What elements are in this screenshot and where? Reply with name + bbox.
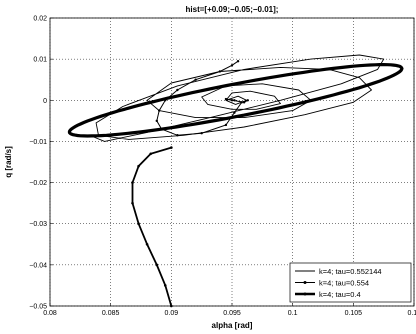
series-point-tau-0554: [242, 101, 246, 104]
series-point-tau-04: [155, 263, 159, 267]
y-tick-label: −0.04: [29, 262, 47, 269]
series-point-tau-0554: [230, 99, 234, 102]
series-cycle-tau-04: [67, 62, 404, 138]
series-point-tau-0554: [224, 123, 228, 127]
series-point-tau-0554: [236, 60, 240, 63]
series-point-tau-0554: [155, 119, 158, 123]
series-point-tau-0554: [194, 78, 197, 81]
legend: k=4; tau=0.552144 k=4; tau=0.554 k=4; tau=…: [289, 262, 412, 303]
series-point-tau-0554: [176, 134, 179, 137]
y-tick-label: 0.01: [33, 57, 47, 64]
axis-ticks: 0.08 0.085 0.09 0.095 0.1 0.105 0.11 −0.05 −0.04…: [29, 16, 416, 318]
x-tick-label: 0.105: [345, 310, 363, 317]
legend-entry: k=4; tau=0.552144: [319, 267, 382, 276]
x-tick-label: 0.095: [223, 310, 241, 317]
series-point-tau-0554: [233, 111, 236, 114]
x-tick-label: 0.08: [43, 310, 57, 317]
y-axis-label: q [rad/s]: [4, 146, 13, 178]
y-tick-label: −0.01: [29, 139, 47, 146]
y-tick-label: −0.05: [29, 304, 47, 311]
series-point-tau-0554: [218, 70, 222, 73]
series-line-tau-0552144: [92, 54, 385, 142]
y-tick-label: 0.02: [33, 16, 47, 23]
x-tick-label: 0.09: [165, 310, 179, 317]
series-point-tau-0554: [176, 88, 179, 92]
x-tick-label: 0.11: [407, 310, 416, 317]
chart-title: hist=[+0.09;−0.05;−0.01];: [186, 5, 279, 14]
x-axis-label: alpha [rad]: [212, 321, 253, 330]
series-point-tau-0554: [230, 64, 234, 67]
legend-marker: [303, 292, 307, 296]
y-tick-label: 0: [43, 98, 47, 105]
series-point-tau-04: [163, 284, 167, 287]
x-tick-label: 0.1: [288, 310, 298, 317]
series-point-tau-04: [131, 181, 134, 184]
series-point-tau-04: [131, 201, 134, 205]
series-point-tau-0554: [200, 132, 203, 135]
series-point-tau-04: [145, 242, 149, 246]
series-point-tau-0554: [224, 97, 228, 101]
series-point-tau-0554: [158, 109, 161, 112]
data-series: [67, 54, 404, 308]
series-entry-tau-04: [131, 146, 173, 307]
legend-entry: k=4; tau=0.4: [319, 290, 361, 299]
y-tick-label: −0.03: [29, 221, 47, 228]
series-point-tau-04: [137, 164, 140, 168]
series-point-tau-04: [170, 146, 173, 149]
series-point-tau-0554: [240, 101, 243, 104]
series-point-tau-04: [137, 222, 140, 226]
legend-entry: k=4; tau=0.554: [319, 278, 369, 287]
series-point-tau-04: [149, 152, 153, 156]
legend-marker: [303, 281, 307, 284]
series-point-tau-0554: [246, 99, 249, 102]
x-tick-label: 0.085: [102, 310, 120, 317]
y-tick-label: −0.02: [29, 180, 47, 187]
series-point-tau-0554: [233, 99, 236, 102]
